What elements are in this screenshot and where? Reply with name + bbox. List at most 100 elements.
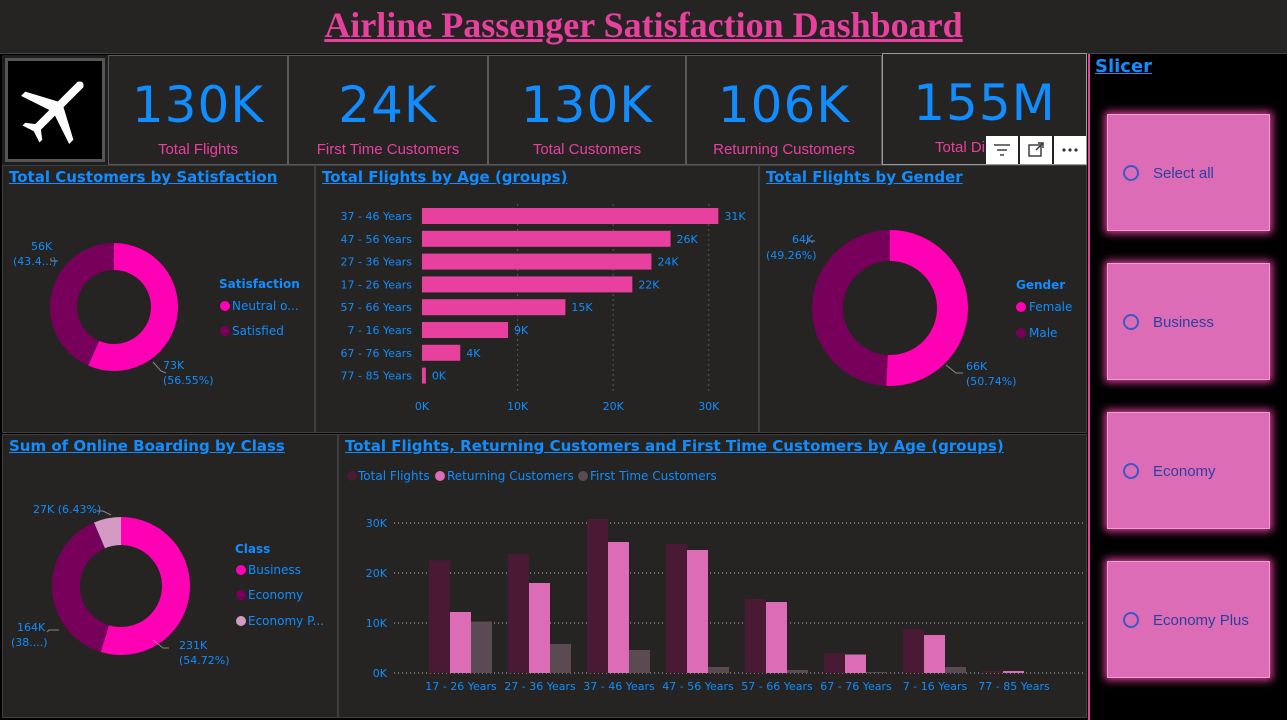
legend-item[interactable]: Neutral o... (232, 299, 299, 313)
gender-donut-chart: 66K (50.74%) 64K (49.26%) Gender Female … (766, 230, 1072, 388)
legend-item[interactable]: Economy (248, 588, 303, 602)
y-tick: 10K (366, 617, 388, 630)
kpi-label: Total Customers (532, 141, 642, 158)
more-options-icon[interactable] (1054, 136, 1086, 164)
radio-button[interactable] (1123, 165, 1139, 181)
chart-title[interactable]: Total Flights by Age (groups) (322, 168, 568, 186)
bar[interactable] (422, 344, 461, 361)
legend-item[interactable]: Female (1029, 300, 1072, 314)
chart-title[interactable]: Sum of Online Boarding by Class (9, 437, 285, 455)
y-tick: 30K (366, 517, 388, 530)
filter-icon[interactable] (986, 136, 1018, 164)
bar[interactable] (422, 230, 671, 247)
bar[interactable] (422, 322, 509, 338)
legend-item[interactable]: Returning Customers (447, 469, 574, 483)
donut-slice[interactable] (51, 522, 109, 652)
bar[interactable] (529, 583, 550, 673)
chart-title[interactable]: Total Flights, Returning Customers and F… (345, 437, 1004, 455)
bar[interactable] (824, 653, 845, 674)
bar[interactable] (745, 599, 766, 673)
category-label: 27 - 36 Years (504, 680, 576, 693)
bar[interactable] (787, 670, 808, 673)
bar[interactable] (471, 621, 492, 674)
kpi-label: Returning Customers (713, 141, 855, 158)
category-label: 47 - 56 Years (662, 680, 734, 693)
data-label: 22K (638, 278, 660, 291)
legend-item[interactable]: Satisfied (232, 324, 284, 338)
chart-title[interactable]: Total Flights by Gender (766, 168, 963, 186)
legend-title: Gender (1016, 278, 1065, 292)
bar[interactable] (608, 542, 629, 673)
category-label: 17 - 26 Years (425, 680, 497, 693)
bar[interactable] (450, 612, 471, 673)
bar[interactable] (666, 544, 687, 673)
bar[interactable] (422, 253, 652, 270)
logo-frame (5, 58, 105, 162)
bar[interactable] (903, 629, 924, 673)
donut-slice[interactable] (50, 243, 114, 366)
bar[interactable] (845, 654, 866, 674)
bar[interactable] (982, 671, 1003, 673)
focus-mode-icon[interactable] (1020, 136, 1052, 164)
category-label: 67 - 76 Years (341, 347, 413, 360)
donut-ring (50, 243, 178, 371)
legend-item[interactable]: Male (1029, 326, 1057, 340)
bar[interactable] (422, 367, 426, 384)
bar[interactable] (422, 276, 633, 293)
legend-marker (236, 565, 246, 575)
bar[interactable] (422, 299, 566, 316)
bar[interactable] (945, 667, 966, 673)
dashboard-title: Airline Passenger Satisfaction Dashboard (324, 5, 963, 45)
data-label: 56K (31, 240, 53, 253)
bar[interactable] (766, 602, 787, 673)
radio-button[interactable] (1123, 314, 1139, 330)
radio-button[interactable] (1123, 463, 1139, 479)
legend-marker (578, 471, 588, 481)
category-label: 27 - 36 Years (341, 256, 413, 269)
chart-title[interactable]: Total Customers by Satisfaction (9, 168, 278, 186)
data-label: 9K (514, 324, 529, 337)
legend-item[interactable]: Total Flights (357, 469, 430, 483)
slicer-option-select-all[interactable]: Select all (1107, 114, 1270, 231)
kpi-label: Total Flights (157, 141, 239, 158)
data-label: 0K (432, 370, 447, 383)
bar[interactable] (629, 650, 650, 673)
bar[interactable] (508, 554, 529, 673)
legend-marker (1016, 328, 1026, 338)
bar[interactable] (1003, 671, 1024, 673)
legend-item[interactable]: Business (248, 563, 301, 577)
slicer-option-economy[interactable]: Economy (1107, 412, 1270, 529)
radio-button[interactable] (1123, 612, 1139, 628)
bar[interactable] (550, 644, 571, 673)
boarding-donut-chart: 231K (54.72%) 164K (38....) 27K (6.43%) … (11, 503, 324, 667)
bar[interactable] (708, 667, 729, 673)
bar[interactable] (429, 560, 450, 674)
data-label: (43.4...) (13, 255, 57, 268)
kpi-label: First Time Customers (316, 141, 460, 158)
donut-slice[interactable] (811, 230, 890, 386)
donut-ring (811, 230, 968, 386)
legend-item[interactable]: First Time Customers (590, 469, 717, 483)
category-label: 77 - 85 Years (341, 370, 413, 383)
data-label: (49.26%) (766, 249, 817, 262)
category-label: 7 - 16 Years (348, 324, 413, 337)
kpi-total-customers: 130K Total Customers (488, 55, 686, 165)
legend-marker (220, 326, 230, 336)
data-label: (54.72%) (179, 654, 230, 667)
bar[interactable] (587, 519, 608, 673)
legend-marker (236, 616, 246, 626)
donut-slice[interactable] (88, 243, 178, 371)
donut-slice[interactable] (100, 517, 190, 655)
slicer-option-business[interactable]: Business (1107, 263, 1270, 380)
kpi-returning-customers: 106K Returning Customers (686, 55, 882, 165)
bar[interactable] (924, 635, 945, 673)
donut-slice[interactable] (886, 230, 968, 386)
donut-slice[interactable] (94, 517, 121, 549)
bar[interactable] (866, 672, 887, 673)
slicer-option-economy-plus[interactable]: Economy Plus (1107, 561, 1270, 678)
data-label: 231K (179, 639, 208, 652)
legend-item[interactable]: Economy P... (248, 614, 324, 628)
bar[interactable] (687, 550, 708, 673)
bar[interactable] (422, 208, 719, 224)
kpi-value: 106K (717, 76, 851, 134)
